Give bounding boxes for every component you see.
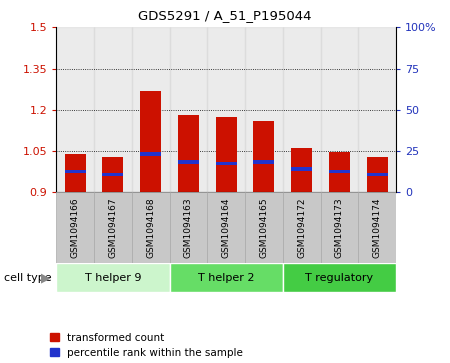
Text: GSM1094168: GSM1094168 (146, 197, 155, 258)
Bar (132, 27, 170, 192)
Bar (94, 27, 132, 192)
Bar (94, 192, 132, 263)
Bar (283, 263, 396, 292)
Bar (103, 156, 123, 192)
Bar (245, 27, 283, 192)
Text: GSM1094164: GSM1094164 (221, 197, 230, 258)
Bar (283, 192, 320, 263)
Text: T helper 2: T helper 2 (198, 273, 254, 283)
Bar (329, 152, 350, 192)
Bar (65, 154, 86, 192)
Bar (320, 27, 358, 192)
Bar (140, 152, 161, 155)
Bar (170, 263, 283, 292)
Text: cell type: cell type (4, 273, 52, 283)
Legend: transformed count, percentile rank within the sample: transformed count, percentile rank withi… (50, 333, 243, 358)
Bar (140, 90, 161, 192)
Bar (216, 117, 237, 192)
Bar (358, 192, 396, 263)
Bar (170, 27, 207, 192)
Bar (291, 167, 312, 171)
Bar (103, 173, 123, 176)
Bar (132, 192, 170, 263)
Bar (65, 170, 86, 174)
Bar (329, 170, 350, 174)
Bar (291, 148, 312, 192)
Text: GSM1094165: GSM1094165 (259, 197, 268, 258)
Text: GSM1094166: GSM1094166 (71, 197, 80, 258)
Text: ▶: ▶ (41, 271, 51, 284)
Bar (216, 162, 237, 165)
Bar (253, 121, 274, 192)
Text: T regulatory: T regulatory (305, 273, 374, 283)
Bar (367, 173, 387, 176)
Bar (178, 160, 199, 164)
Bar (253, 160, 274, 164)
Bar (283, 27, 320, 192)
Bar (170, 192, 207, 263)
Bar (358, 27, 396, 192)
Bar (56, 27, 94, 192)
Bar (367, 156, 387, 192)
Bar (207, 27, 245, 192)
Bar (207, 192, 245, 263)
Text: GSM1094167: GSM1094167 (108, 197, 117, 258)
Text: GSM1094173: GSM1094173 (335, 197, 344, 258)
Bar (56, 192, 94, 263)
Text: GDS5291 / A_51_P195044: GDS5291 / A_51_P195044 (138, 9, 312, 22)
Bar (245, 192, 283, 263)
Text: GSM1094163: GSM1094163 (184, 197, 193, 258)
Bar (320, 192, 358, 263)
Text: T helper 9: T helper 9 (85, 273, 141, 283)
Bar (178, 115, 199, 192)
Bar (56, 263, 170, 292)
Text: GSM1094172: GSM1094172 (297, 197, 306, 258)
Text: GSM1094174: GSM1094174 (373, 197, 382, 258)
